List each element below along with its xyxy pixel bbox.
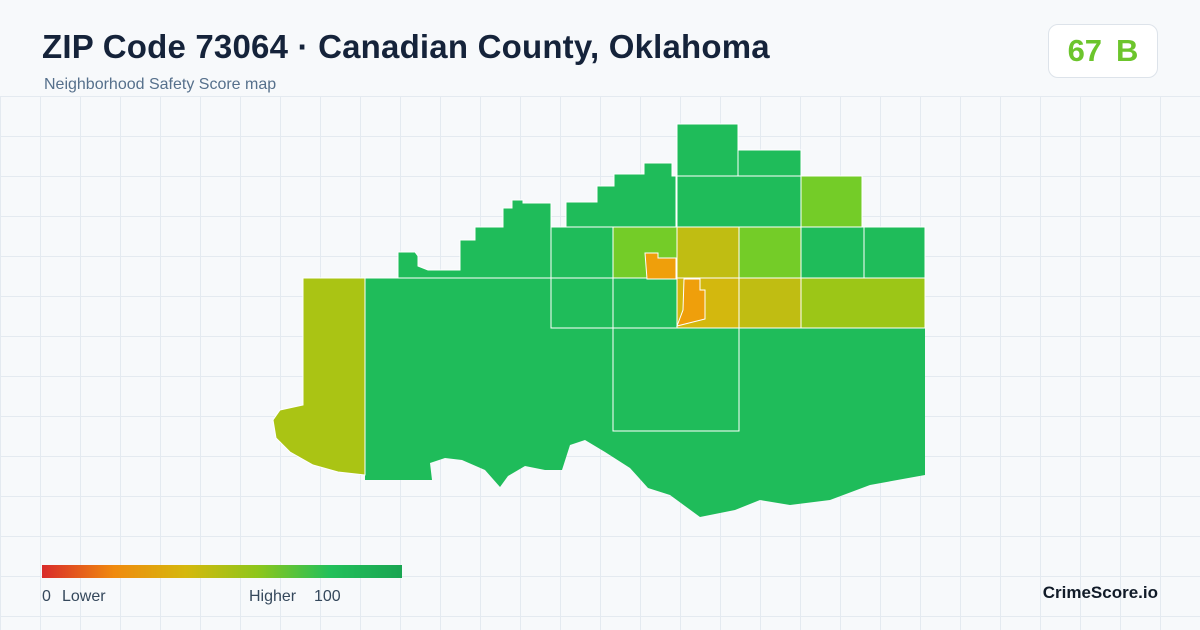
map-region-center[interactable] bbox=[676, 226, 740, 279]
map-region-row2-center-east[interactable] bbox=[738, 277, 802, 329]
map-region-east-upper-2[interactable] bbox=[863, 226, 926, 279]
legend-gradient-bar bbox=[42, 565, 402, 578]
map-region-northeast[interactable] bbox=[800, 175, 863, 228]
map-region-center-east[interactable] bbox=[738, 226, 802, 279]
legend-high-label: Higher bbox=[249, 588, 297, 605]
legend-low-label: Lower bbox=[62, 588, 106, 605]
map-region-north-central[interactable] bbox=[550, 226, 614, 279]
map-region-top-tower[interactable] bbox=[676, 123, 739, 177]
map-region-row2-west[interactable] bbox=[550, 277, 614, 329]
map-region-row2-center-west[interactable] bbox=[612, 277, 678, 329]
map-region-east-upper-1[interactable] bbox=[800, 226, 865, 279]
map-region-west[interactable] bbox=[272, 277, 366, 476]
safety-score-badge: 67 B bbox=[1048, 24, 1158, 78]
map-region-hotspot-north[interactable] bbox=[644, 252, 677, 280]
page-subtitle: Neighborhood Safety Score map bbox=[44, 76, 277, 93]
map-region-northwest[interactable] bbox=[365, 199, 552, 279]
legend-min-value: 0 bbox=[42, 588, 51, 605]
brand-logo-text: CrimeScore.io bbox=[1042, 583, 1158, 602]
map-region-upper-middle[interactable] bbox=[676, 175, 802, 228]
legend-max-value: 100 bbox=[314, 588, 341, 605]
map-region-hotspot-south[interactable] bbox=[676, 278, 706, 327]
safety-score-value: 67 bbox=[1067, 33, 1103, 68]
map-region-top-right[interactable] bbox=[737, 149, 802, 177]
map-region-south-center[interactable] bbox=[612, 327, 740, 432]
map-region-north-step[interactable] bbox=[565, 162, 677, 228]
page-title: ZIP Code 73064 · Canadian County, Oklaho… bbox=[42, 28, 770, 65]
safety-score-grade: B bbox=[1116, 33, 1139, 68]
map-region-row2-east[interactable] bbox=[800, 277, 926, 329]
header-divider bbox=[0, 96, 1200, 97]
